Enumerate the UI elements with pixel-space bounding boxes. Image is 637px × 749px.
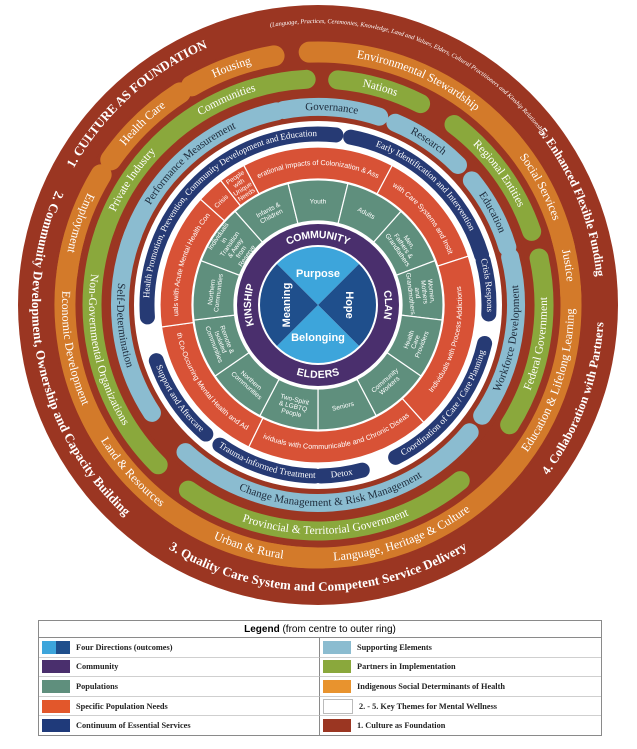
legend-swatch-specific-needs	[42, 699, 70, 713]
legend-item: Continuum of Essential Services	[39, 716, 320, 735]
legend-item: Specific Population Needs	[39, 696, 320, 717]
direction-label: Hope	[343, 291, 355, 319]
legend-title: Legend (from centre to outer ring)	[39, 621, 601, 638]
determinant-band	[501, 276, 582, 479]
supporting-band	[111, 225, 161, 422]
supporting-band	[462, 171, 517, 257]
partner-band	[94, 124, 180, 241]
need-sector	[219, 164, 260, 207]
supporting-band	[176, 423, 479, 512]
community-label: COMMUNITY	[284, 229, 352, 248]
legend-swatch-supporting-elements	[323, 640, 351, 654]
service-band	[212, 437, 323, 484]
legend-item: Four Directions (outcomes)	[39, 638, 320, 658]
determinant-label: Justice	[559, 248, 578, 283]
legend: Legend (from centre to outer ring) Four …	[38, 620, 602, 736]
legend-swatch-four-directions	[42, 640, 70, 654]
legend-item: Partners in Implementation	[320, 658, 601, 678]
legend-label: Partners in Implementation	[357, 662, 456, 672]
supporting-band	[473, 248, 525, 425]
supporting-band	[386, 113, 468, 174]
legend-swatch-essential-services	[42, 719, 70, 733]
legend-grid: Four Directions (outcomes) Supporting El…	[39, 638, 601, 735]
determinant-band	[56, 164, 112, 285]
legend-item: Community	[39, 657, 320, 678]
legend-swatch-populations	[42, 679, 70, 693]
legend-label: Specific Population Needs	[76, 701, 168, 711]
legend-item: 2. - 5. Key Themes for Mental Wellness	[320, 697, 601, 717]
legend-swatch-partners	[323, 660, 351, 674]
service-band	[139, 126, 344, 325]
determinant-band	[169, 506, 333, 569]
legend-label: Continuum of Essential Services	[76, 721, 191, 731]
elders-label: ELDERS	[295, 366, 340, 381]
legend-label: Populations	[76, 681, 118, 691]
direction-quadrant	[318, 263, 376, 347]
population-label: NorthernCommunities	[206, 272, 225, 313]
legend-swatch-community	[42, 660, 70, 674]
legend-item: Populations	[39, 677, 320, 697]
direction-quadrant	[259, 263, 318, 347]
legend-label: Indigenous Social Determinants of Health	[357, 681, 505, 691]
legend-label: Community	[76, 662, 119, 672]
service-band	[148, 353, 214, 442]
partner-band	[178, 471, 470, 541]
population-sector	[200, 210, 264, 276]
direction-quadrant	[276, 305, 360, 364]
legend-item: 1. Culture as Foundation	[320, 716, 601, 735]
partner-band	[82, 214, 168, 475]
framework-wheel: 1. CULTURE AS FOUNDATION(Language, Pract…	[18, 5, 618, 605]
legend-swatch-social-determinants	[323, 679, 351, 693]
supporting-band	[274, 98, 389, 126]
partner-band	[444, 115, 542, 241]
clan-label: CLAN	[381, 290, 394, 321]
service-band	[343, 129, 490, 263]
legend-label: 2. - 5. Key Themes for Mental Wellness	[359, 701, 498, 711]
service-label: Detox	[330, 467, 354, 480]
partner-band	[500, 248, 554, 435]
direction-label: Meaning	[281, 283, 293, 328]
determinant-band	[100, 82, 191, 171]
direction-label: Purpose	[296, 268, 340, 280]
wheel-bands	[54, 41, 582, 569]
legend-item: Supporting Elements	[320, 638, 601, 658]
determinant-band	[298, 41, 523, 153]
legend-swatch-key-themes	[323, 698, 353, 714]
legend-label: Four Directions (outcomes)	[76, 642, 173, 652]
partner-band	[328, 70, 431, 114]
legend-label: Supporting Elements	[357, 642, 432, 652]
determinant-band	[181, 45, 285, 97]
direction-label: Belonging	[291, 332, 345, 344]
supporting-band	[120, 102, 286, 253]
service-band	[475, 253, 497, 322]
legend-item: Indigenous Social Determinants of Health	[320, 677, 601, 697]
legend-swatch-culture	[323, 719, 351, 733]
legend-label: 1. Culture as Foundation	[357, 721, 446, 731]
population-label: Youth	[310, 198, 327, 205]
service-band	[388, 335, 493, 465]
direction-quadrant	[276, 246, 360, 305]
